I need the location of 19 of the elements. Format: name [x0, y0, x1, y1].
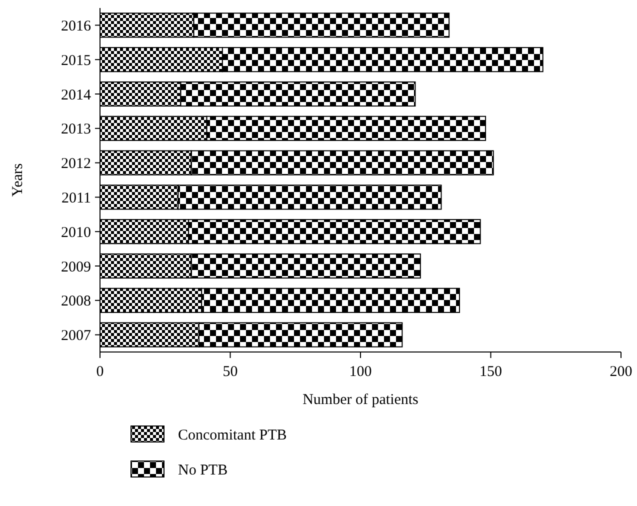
y-tick-label: 2014: [61, 87, 92, 104]
x-tick-label: 200: [610, 364, 632, 380]
x-axis-title: Number of patients: [302, 392, 419, 408]
legend-label: Concomitant PTB: [178, 427, 287, 444]
y-axis-title: Years: [10, 163, 26, 197]
legend-label: No PTB: [178, 462, 228, 478]
y-tick-label: 2010: [61, 224, 91, 241]
y-tick-label: 2011: [62, 190, 91, 206]
y-tick-label: 2008: [61, 294, 91, 310]
x-tick-label: 150: [480, 364, 502, 380]
x-tick-label: 0: [96, 364, 104, 380]
y-tick-label: 2007: [61, 328, 92, 344]
x-tick-label: 50: [222, 364, 238, 380]
y-tick-label: 2009: [61, 259, 91, 276]
x-tick-label: 100: [349, 364, 372, 380]
y-tick-label: 2012: [61, 156, 91, 172]
y-tick-label: 2013: [61, 122, 91, 138]
y-tick-label: 2015: [61, 52, 91, 69]
y-tick-label: 2016: [61, 18, 92, 34]
